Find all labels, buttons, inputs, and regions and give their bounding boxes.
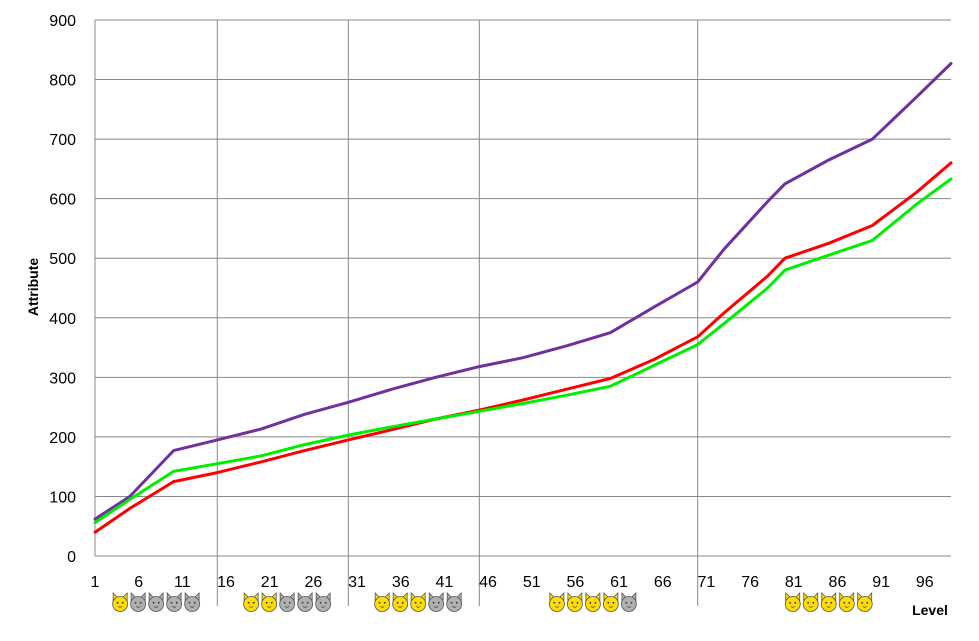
x-tick-label: 81 <box>785 574 803 591</box>
cat-face-icon <box>297 592 314 612</box>
y-axis-title: Attribute <box>25 258 41 317</box>
gridlines <box>95 19 951 606</box>
x-tick-label: 26 <box>304 574 322 591</box>
cat-marker-group <box>112 592 201 612</box>
axes <box>94 20 951 557</box>
x-tick-label: 96 <box>916 574 934 591</box>
cat-face-icon <box>428 592 445 612</box>
series-line <box>93 161 953 534</box>
y-tick-label: 800 <box>49 73 76 90</box>
cat-face-icon <box>184 592 201 612</box>
cat-face-icon <box>392 592 409 612</box>
cat-face-icon <box>315 592 332 612</box>
cat-face-icon <box>838 592 855 612</box>
x-tick-label: 76 <box>741 574 759 591</box>
y-tick-label: 200 <box>49 430 76 447</box>
cat-face-icon <box>784 592 801 612</box>
cat-marker-group <box>548 592 637 612</box>
x-tick-label: 1 <box>91 574 100 591</box>
cat-face-icon <box>856 592 873 612</box>
x-tick-label: 46 <box>479 574 497 591</box>
cat-face-icon <box>602 592 619 612</box>
x-tick-label: 21 <box>261 574 279 591</box>
x-tick-label: 51 <box>523 574 541 591</box>
y-tick-label: 900 <box>49 13 76 30</box>
x-tick-label: 11 <box>174 574 191 591</box>
series-line <box>93 62 953 521</box>
y-tick-label: 100 <box>49 489 76 506</box>
cat-face-icon <box>112 592 129 612</box>
x-tick-label: 56 <box>567 574 585 591</box>
y-tick-label: 500 <box>49 251 76 268</box>
x-tick-label: 66 <box>654 574 672 591</box>
x-tick-label: 6 <box>134 574 143 591</box>
x-tick-label: 86 <box>829 574 847 591</box>
y-tick-label: 700 <box>49 132 76 149</box>
x-tick-label: 71 <box>698 574 716 591</box>
cat-marker-group <box>784 592 873 612</box>
y-tick-label: 400 <box>49 311 76 328</box>
x-tick-label: 91 <box>872 574 890 591</box>
series-lines <box>93 62 953 534</box>
cat-face-icon <box>620 592 637 612</box>
y-tick-label: 600 <box>49 192 76 209</box>
cat-face-icon <box>566 592 583 612</box>
cat-face-icon <box>802 592 819 612</box>
cat-face-icon <box>261 592 278 612</box>
cat-face-icon <box>410 592 427 612</box>
cat-face-icon <box>374 592 391 612</box>
x-tick-label: 61 <box>610 574 628 591</box>
x-tick-label: 41 <box>435 574 453 591</box>
cat-face-icon <box>279 592 296 612</box>
cat-face-icon <box>130 592 147 612</box>
series-line <box>93 177 953 525</box>
x-tick-labels: 1 6 11 16 21 26 31 36 41 46 51 56 61 66 71 76 81 86 91 96 <box>91 574 934 591</box>
cat-marker-group <box>374 592 463 612</box>
y-tick-label: 0 <box>67 549 76 566</box>
x-tick-label: 31 <box>348 574 366 591</box>
x-tick-label: 16 <box>217 574 235 591</box>
cat-marker-group <box>243 592 332 612</box>
cat-face-icon <box>446 592 463 612</box>
cat-face-icon <box>584 592 601 612</box>
cat-markers <box>112 592 873 612</box>
y-tick-label: 300 <box>49 370 76 387</box>
cat-face-icon <box>820 592 837 612</box>
cat-face-icon <box>166 592 183 612</box>
cat-face-icon <box>243 592 260 612</box>
x-tick-label: 36 <box>392 574 410 591</box>
x-axis-title: Level <box>912 602 948 618</box>
cat-face-icon <box>148 592 165 612</box>
cat-face-icon <box>548 592 565 612</box>
y-tick-labels: 0 100 200 300 400 500 600 700 800 900 <box>49 13 76 566</box>
